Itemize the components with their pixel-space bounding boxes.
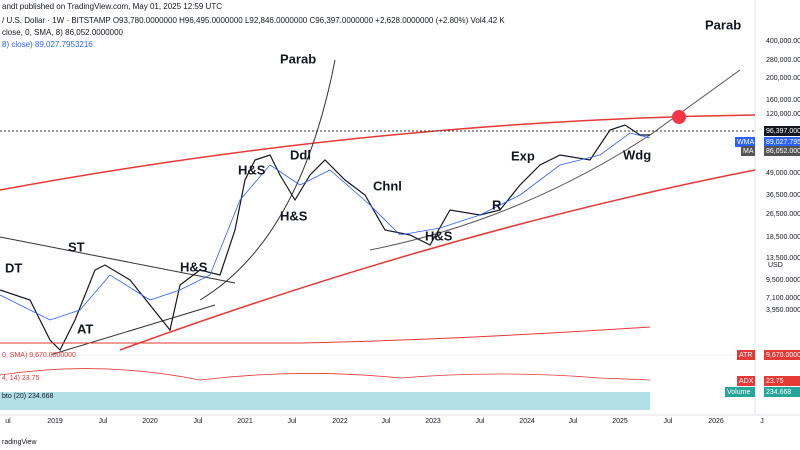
- annotation: H&S: [238, 162, 266, 177]
- tag-label: Volume: [727, 389, 750, 396]
- price-label: 120,000.0000: [766, 111, 800, 118]
- annotation: H&S: [280, 208, 308, 223]
- value-label: 234.668: [766, 389, 791, 396]
- price-label: 280,000.0000: [766, 57, 800, 64]
- parabolic-curve: [199, 59, 336, 301]
- support-curve: [369, 69, 741, 251]
- atr-line: [0, 326, 651, 344]
- wma-legend: 8) close) 89,027.7953216: [2, 40, 93, 49]
- footer: radingView: [2, 439, 37, 446]
- time-label: 2025: [612, 418, 628, 425]
- time-label: ul: [5, 418, 11, 425]
- time-label: Jul: [99, 418, 108, 425]
- tag-bg: [737, 350, 755, 360]
- annotation: H&S: [180, 259, 208, 274]
- volume-legend: bto (20) 234.668: [2, 393, 53, 400]
- annotation: AT: [77, 321, 93, 336]
- trend-at: [49, 304, 216, 356]
- value-bg: [764, 387, 800, 397]
- value-bg: [764, 146, 800, 156]
- symbol-line: / U.S. Dollar · 1W · BITSTAMP O93,780.00…: [2, 16, 505, 25]
- price-label: 3,950.0000: [766, 307, 800, 314]
- tag-label: ADX: [739, 378, 754, 385]
- price-label: 160,000.0000: [766, 97, 800, 104]
- time-label: 2023: [425, 418, 441, 425]
- annotation: Parab: [705, 17, 741, 32]
- adx-line: [0, 368, 651, 381]
- tag-bg: [725, 387, 755, 397]
- time-label: 2026: [708, 418, 724, 425]
- ma-legend: close, 0, SMA, 8) 86,052.0000000: [2, 28, 124, 37]
- price-path: [0, 124, 650, 352]
- trend-st: [0, 236, 236, 284]
- lower-channel: [119, 169, 756, 351]
- tag-bg: [735, 137, 755, 147]
- value-label: 89,027.795: [766, 139, 800, 146]
- volume-bars: [0, 392, 650, 410]
- price-label: 26,500.0000: [766, 211, 800, 218]
- value-bg: [764, 137, 800, 147]
- annotation: H&S: [425, 228, 453, 243]
- annotation: Ddl: [290, 147, 311, 162]
- price-label: 36,500.0000: [766, 192, 800, 199]
- time-label: Jul: [569, 418, 578, 425]
- last-price: 96,397.000: [766, 128, 800, 135]
- annotation: ST: [68, 239, 85, 254]
- tag-label: WMA: [737, 139, 754, 146]
- tag-bg: [741, 146, 755, 156]
- price-label: 7,100.0000: [766, 295, 800, 302]
- time-label: Jul: [382, 418, 391, 425]
- time-label: Jul: [476, 418, 485, 425]
- time-label: Jul: [288, 418, 297, 425]
- adx-legend: 4, 14) 23.75: [2, 375, 39, 382]
- annotation: Chnl: [373, 178, 402, 193]
- price-label: 13,500.0000: [766, 255, 800, 262]
- time-label: 2024: [519, 418, 535, 425]
- target-marker: [672, 110, 686, 124]
- annotation: Parab: [280, 51, 316, 66]
- price-label: 18,500.0000: [766, 234, 800, 241]
- value-label: 86,052.000: [766, 148, 800, 155]
- published-line: andt published on TradingView.com, May 0…: [2, 2, 222, 11]
- time-label: 2021: [237, 418, 253, 425]
- price-label: 49,000.0000: [766, 170, 800, 177]
- annotation: Wdg: [623, 147, 651, 162]
- tag-label: MA: [743, 148, 754, 155]
- annotation: Exp: [511, 148, 535, 163]
- time-label: Jul: [194, 418, 203, 425]
- time-label: Jul: [664, 418, 673, 425]
- tag-bg: [737, 376, 755, 386]
- annotation: DT: [5, 260, 22, 275]
- time-label: 2020: [142, 418, 158, 425]
- price-label: 9,500.0000: [766, 277, 800, 284]
- price-label: 400,000.0000: [766, 38, 800, 45]
- time-label: J: [760, 418, 764, 425]
- currency: USD: [768, 262, 783, 269]
- value-label: 23.75: [766, 378, 784, 385]
- tag-label: ATR: [739, 352, 752, 359]
- time-label: 2019: [47, 418, 63, 425]
- time-label: 2022: [332, 418, 348, 425]
- value-bg: [764, 350, 800, 360]
- upper-channel: [0, 114, 756, 191]
- value-bg: [764, 376, 800, 386]
- last-price-bg: [764, 126, 800, 136]
- atr-legend: 0, SMA) 9,670.0000000: [2, 352, 76, 359]
- price-label: 200,000.0000: [766, 75, 800, 82]
- value-label: 9,670.0000: [766, 352, 800, 359]
- annotation: R: [492, 197, 502, 212]
- wma-path: [0, 132, 651, 321]
